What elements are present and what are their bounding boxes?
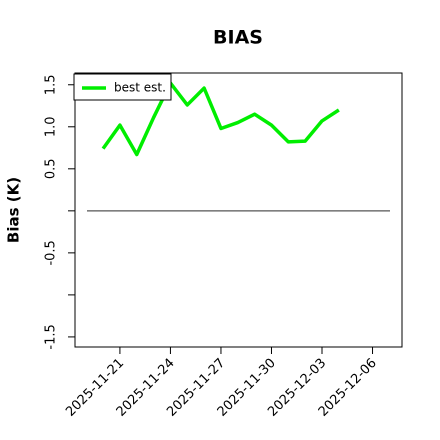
- y-tick-label: 1.0: [44, 116, 59, 137]
- series-line: [101, 81, 340, 157]
- plot-frame: [74, 72, 403, 348]
- y-tick-label: -0.5: [44, 240, 59, 265]
- y-tick-label: -1.5: [44, 324, 59, 349]
- y-tick-label: 1.5: [44, 74, 59, 95]
- y-tick-label: 0.5: [44, 158, 59, 179]
- y-axis-label: Bias (K): [5, 177, 23, 243]
- chart-title: BIAS: [213, 27, 263, 49]
- legend-label: best est.: [114, 81, 166, 95]
